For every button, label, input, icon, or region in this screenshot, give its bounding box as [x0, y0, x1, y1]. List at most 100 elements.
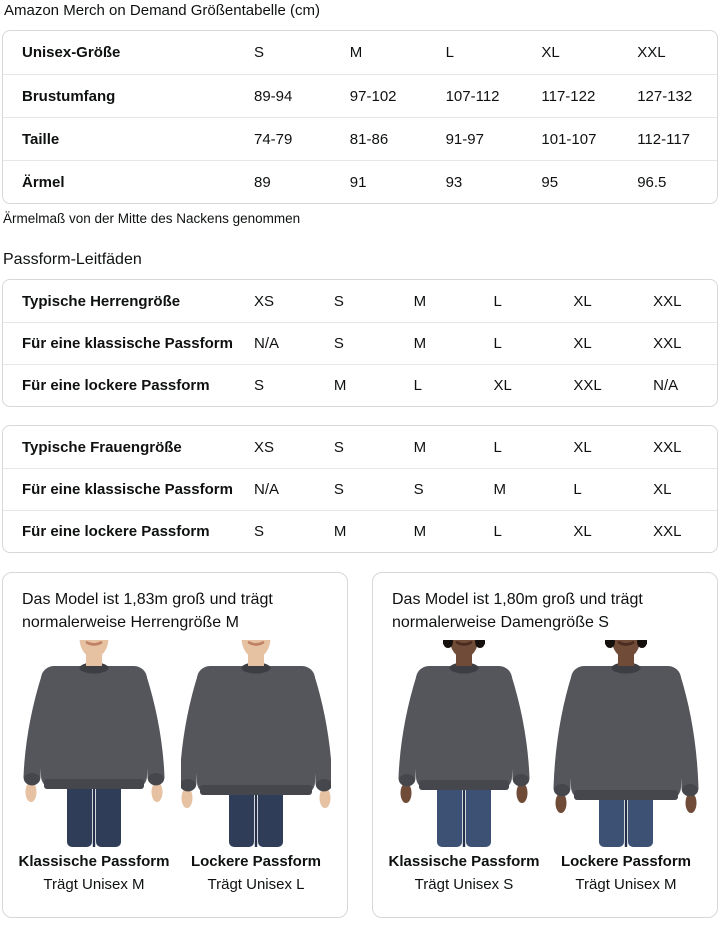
table-row: Taille 74-79 81-86 91-97 101-107 112-117 [3, 117, 717, 160]
fit-table-men: Typische Herrengröße XS S M L XL XXL Für eine k… [2, 279, 718, 407]
cell-value: S [333, 335, 344, 352]
cell-value: XXL [653, 292, 682, 310]
size-caption: Trägt Unisex L [207, 876, 305, 893]
size-caption: Trägt Unisex S [414, 876, 514, 893]
cell-value: L [493, 335, 502, 352]
cell-value: 89 [254, 173, 271, 191]
cell-value: L [493, 292, 502, 310]
cell-value: XXL [653, 438, 682, 456]
cell-value: L [493, 438, 502, 456]
model-card-heading: Das Model ist 1,80m groß und trägt norma… [392, 591, 643, 631]
cell-value: S [254, 44, 265, 61]
cell-value: 112-117 [637, 130, 691, 148]
model-columns: Klassische Passform Trägt Unisex M Lockere… [17, 640, 333, 905]
size-caption: Trägt Unisex M [43, 876, 145, 893]
cell-value: S [333, 438, 344, 456]
male-model-classic-fit-photo [19, 640, 169, 847]
table-row: Typische Frauengröße XS S M L XL XXL [3, 426, 717, 468]
model-column: Lockere Passform Trägt Unisex L [179, 640, 333, 905]
table-row: Für eine klassische Passform N/A S M L XL XXL [3, 322, 717, 364]
cell-value: 81-86 [349, 130, 389, 148]
cell-value: XL [573, 523, 592, 540]
model-column: Klassische Passform Trägt Unisex M [17, 640, 171, 905]
cell-value: N/A [254, 335, 280, 352]
row-label: Für eine lockere Passform [22, 377, 210, 394]
cell-value: L [493, 523, 502, 540]
cell-value: S [333, 481, 344, 498]
cell-value: 127-132 [637, 87, 693, 105]
row-label: Für eine klassische Passform [22, 481, 233, 498]
cell-value: M [413, 523, 427, 540]
cell-value: XXL [653, 523, 682, 540]
sleeve-measure-note: Ärmelmaß von der Mitte des Nackens genom… [3, 211, 301, 226]
cell-value: M [333, 523, 347, 540]
cell-value: XXL [637, 44, 666, 61]
cell-value: 93 [445, 173, 463, 191]
cell-value: 117-122 [541, 87, 596, 105]
row-label: Für eine klassische Passform [22, 335, 233, 352]
model-cards: Das Model ist 1,83m groß und trägt norma… [2, 572, 718, 918]
row-label: Brustumfang [22, 87, 116, 105]
cell-value: XL [541, 44, 560, 61]
cell-value: M [413, 292, 427, 310]
cell-value: 74-79 [254, 130, 293, 148]
cell-value: M [493, 481, 507, 498]
model-columns: Klassische Passform Trägt Unisex S Lockere… [387, 640, 703, 905]
size-table: Unisex-Größe S M L XL XXL Brustumfang 89-94 97-1… [2, 30, 718, 204]
row-label: Typische Frauengröße [22, 438, 182, 456]
cell-value: XL [573, 438, 592, 456]
model-column: Klassische Passform Trägt Unisex S [387, 640, 541, 905]
cell-value: L [573, 481, 582, 498]
cell-value: XL [573, 335, 592, 352]
model-card: Das Model ist 1,83m groß und trägt norma… [2, 572, 348, 918]
cell-value: 107-112 [445, 87, 500, 105]
female-model-classic-fit-photo [389, 640, 539, 847]
model-card: Das Model ist 1,80m groß und trägt norma… [372, 572, 718, 918]
cell-value: S [254, 377, 265, 394]
cell-value: M [349, 44, 363, 61]
cell-value: 91-97 [445, 130, 484, 148]
fit-caption: Lockere Passform [190, 853, 322, 870]
cell-value: 97-102 [349, 87, 397, 105]
row-label: Typische Herrengröße [22, 292, 181, 310]
cell-value: S [333, 292, 344, 310]
row-label: Für eine lockere Passform [22, 523, 210, 540]
cell-value: 101-107 [541, 130, 597, 148]
cell-value: 89-94 [254, 87, 293, 105]
fit-guides-heading: Passform-Leitfäden [3, 251, 142, 268]
cell-value: N/A [653, 377, 679, 394]
row-label: Unisex-Größe [22, 44, 121, 61]
cell-value: 96.5 [637, 173, 667, 191]
cell-value: M [413, 438, 427, 456]
table-row: Für eine lockere Passform S M L XL XXL N/A [3, 364, 717, 406]
table-row: Für eine klassische Passform N/A S S M L XL [3, 468, 717, 510]
cell-value: XS [254, 438, 275, 456]
fit-caption: Klassische Passform [18, 853, 170, 870]
fit-caption: Lockere Passform [560, 853, 692, 870]
cell-value: L [445, 44, 454, 61]
model-column: Lockere Passform Trägt Unisex M [549, 640, 703, 905]
table-row: Brustumfang 89-94 97-102 107-112 117-122 127-… [3, 74, 717, 117]
cell-value: M [333, 377, 347, 394]
size-header-row: Unisex-Größe S M L XL XXL [3, 31, 717, 74]
table-row: Ärmel 89 91 93 95 96.5 [3, 160, 717, 203]
cell-value: 95 [541, 173, 559, 191]
fit-caption: Klassische Passform [388, 853, 540, 870]
cell-value: XXL [573, 377, 602, 394]
cell-value: XS [254, 292, 275, 310]
table-row: Für eine lockere Passform S M M L XL XXL [3, 510, 717, 552]
row-label: Ärmel [22, 173, 65, 191]
cell-value: N/A [254, 481, 280, 498]
cell-value: L [413, 377, 422, 394]
cell-value: XL [653, 481, 672, 498]
cell-value: XL [493, 377, 512, 394]
size-caption: Trägt Unisex M [575, 876, 677, 893]
cell-value: S [254, 523, 265, 540]
cell-value: M [413, 335, 427, 352]
row-label: Taille [22, 130, 60, 148]
male-model-loose-fit-photo [181, 640, 331, 847]
cell-value: 91 [349, 173, 367, 191]
cell-value: S [413, 481, 424, 498]
cell-value: XL [573, 292, 592, 310]
